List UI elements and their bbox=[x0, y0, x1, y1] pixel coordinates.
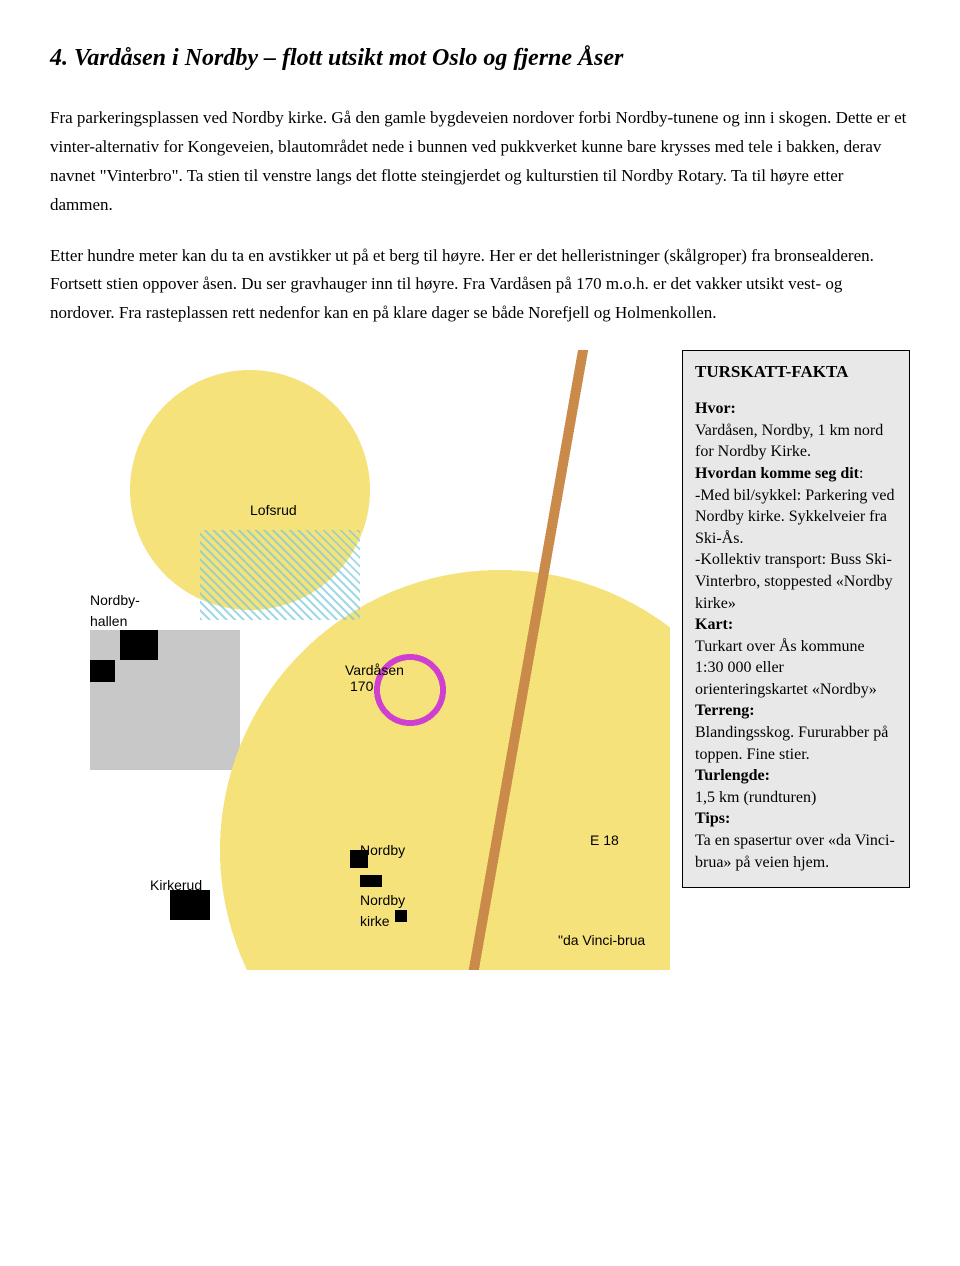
fact-text-turlengde: 1,5 km (rundturen) bbox=[695, 789, 816, 806]
map-label-nordby: Nordby bbox=[360, 840, 405, 861]
map-label-vardasen-height: 170 bbox=[350, 676, 373, 697]
paragraph-detail: Etter hundre meter kan du ta en avstikke… bbox=[50, 242, 910, 329]
fact-text-tips: Ta en spasertur over «da Vinci-brua» på … bbox=[695, 832, 895, 871]
fact-label-hvor: Hvor: bbox=[695, 400, 736, 417]
fact-box-title: TURSKATT-FAKTA bbox=[695, 361, 897, 384]
content-row: Lofsrud Nordby- hallen Vardåsen 170 Nord… bbox=[50, 350, 910, 970]
fact-text-hvor: Vardåsen, Nordby, 1 km nord for Nordby K… bbox=[695, 422, 883, 461]
fact-label-tips: Tips: bbox=[695, 810, 730, 827]
map-label-lofsrud: Lofsrud bbox=[250, 500, 297, 521]
map-container: Lofsrud Nordby- hallen Vardåsen 170 Nord… bbox=[50, 350, 670, 970]
fact-text-bil: -Med bil/sykkel: Parkering ved Nordby ki… bbox=[695, 487, 895, 547]
map-label-e18: E 18 bbox=[590, 830, 619, 851]
fact-colon: : bbox=[859, 465, 863, 482]
map-label-nordbykirke: Nordby kirke bbox=[360, 890, 405, 932]
paragraph-intro: Fra parkeringsplassen ved Nordby kirke. … bbox=[50, 104, 910, 220]
page-title: 4. Vardåsen i Nordby – flott utsikt mot … bbox=[50, 40, 910, 76]
map-label-kirkerud: Kirkerud bbox=[150, 875, 202, 896]
fact-text-kart: Turkart over Ås kommune 1:30 000 eller o… bbox=[695, 638, 877, 698]
map-label-davinci: "da Vinci-brua bbox=[558, 930, 645, 951]
map-image: Lofsrud Nordby- hallen Vardåsen 170 Nord… bbox=[50, 350, 670, 970]
fact-label-kart: Kart: bbox=[695, 616, 733, 633]
fact-label-hvordan: Hvordan komme seg dit bbox=[695, 465, 859, 482]
fact-label-turlengde: Turlengde: bbox=[695, 767, 770, 784]
fact-label-terreng: Terreng: bbox=[695, 702, 755, 719]
fact-box: TURSKATT-FAKTA Hvor: Vardåsen, Nordby, 1… bbox=[682, 350, 910, 888]
map-label-nordbyhallen: Nordby- hallen bbox=[90, 590, 140, 632]
fact-text-terreng: Blandingsskog. Fururabber på toppen. Fin… bbox=[695, 724, 888, 763]
fact-text-kollektiv: -Kollektiv transport: Buss Ski-Vinterbro… bbox=[695, 551, 893, 611]
